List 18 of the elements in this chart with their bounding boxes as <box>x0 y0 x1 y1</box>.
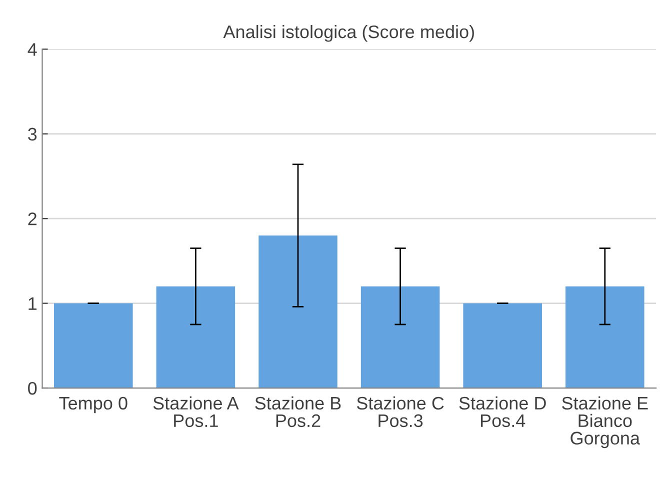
x-tick-label: Stazione C Pos.3 <box>356 396 444 428</box>
x-tick-label: Tempo 0 <box>59 396 128 414</box>
bar <box>463 303 542 388</box>
bar <box>258 236 338 388</box>
y-tick-label: 1 <box>28 297 36 310</box>
x-tick-label: Stazione A Pos.1 <box>153 396 239 428</box>
bar <box>360 286 440 388</box>
y-tick-label: 4 <box>28 43 37 56</box>
x-tick-label: Stazione B Pos.2 <box>255 396 341 428</box>
x-tick-label: Stazione E Bianco Gorgona <box>562 396 648 448</box>
y-tick-label: 3 <box>28 128 37 141</box>
y-tick-label: 2 <box>28 212 36 226</box>
bar <box>54 303 133 388</box>
y-tick-label: 0 <box>28 382 37 395</box>
bar <box>156 286 236 388</box>
x-tick-label: Stazione D Pos.4 <box>459 396 546 428</box>
bar <box>566 286 644 388</box>
chart-title: Analisi istologica (Score medio) <box>223 24 474 42</box>
